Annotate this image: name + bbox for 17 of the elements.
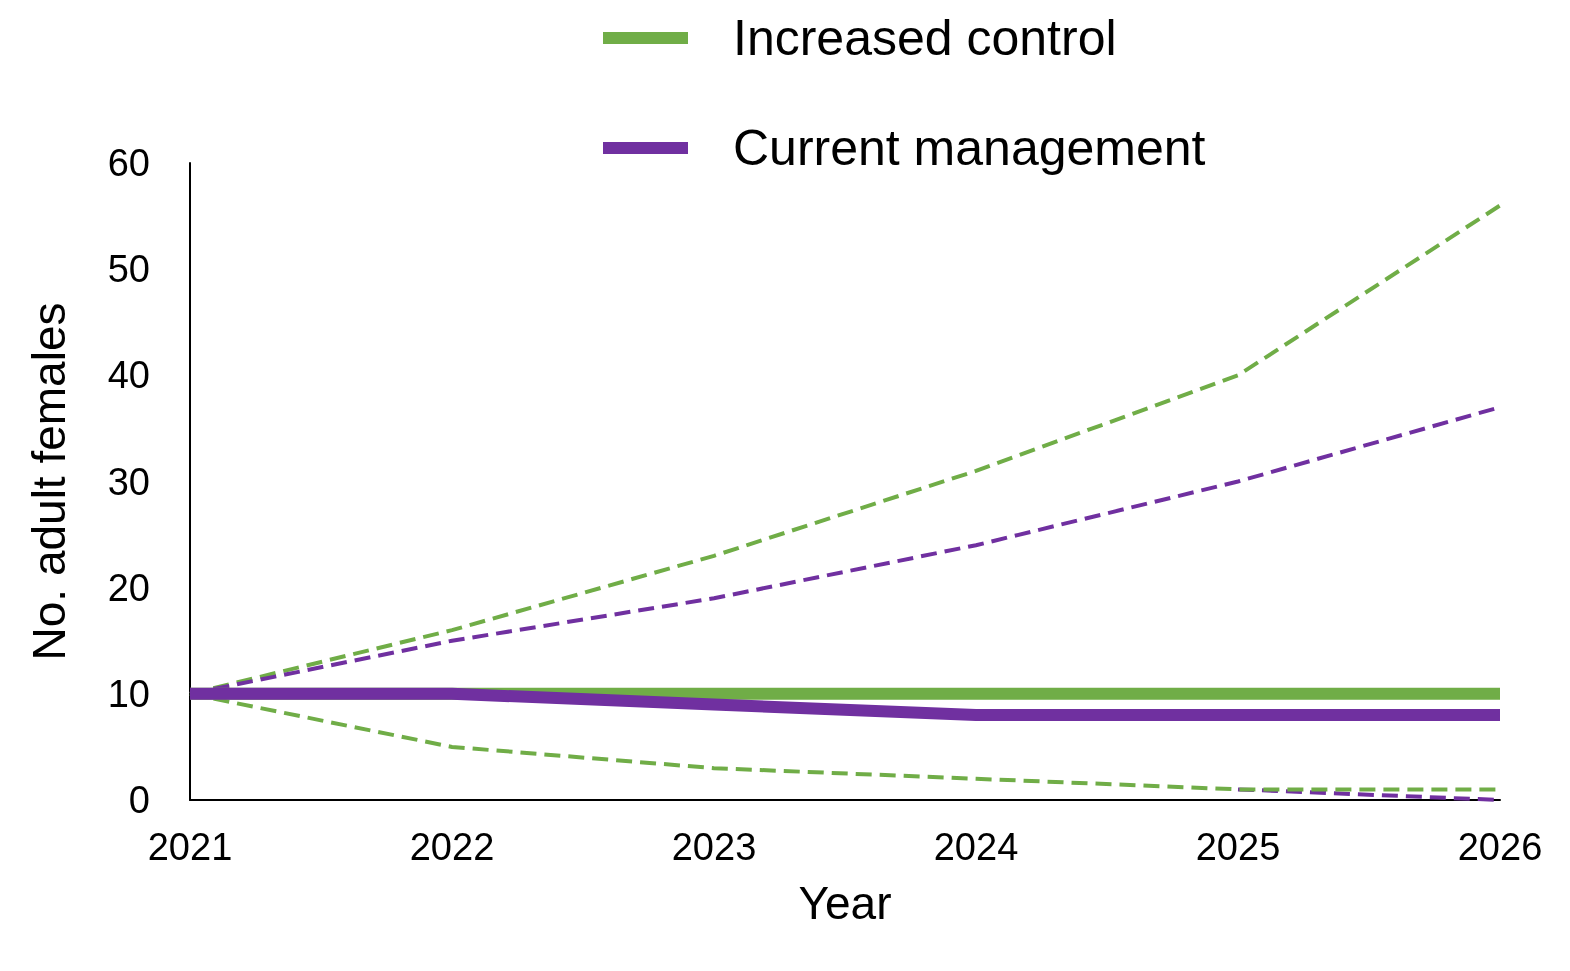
y-tick-label: 60 xyxy=(107,142,150,184)
x-tick-label: 2026 xyxy=(1457,826,1543,868)
y-tick-label: 20 xyxy=(107,566,150,609)
y-axis-title: No. adult females xyxy=(23,302,75,661)
x-tick-label: 2022 xyxy=(409,826,495,868)
x-tick-label: 2023 xyxy=(671,826,757,868)
legend-label: Increased control xyxy=(733,10,1117,66)
legend-label: Current management xyxy=(733,120,1206,176)
y-tick-label: 50 xyxy=(107,248,150,291)
x-tick-label: 2025 xyxy=(1195,826,1281,868)
y-tick-label: 10 xyxy=(107,672,150,715)
y-tick-label: 40 xyxy=(107,354,150,397)
x-tick-label: 2024 xyxy=(933,826,1019,868)
y-tick-label: 0 xyxy=(128,779,150,821)
x-tick-label: 2021 xyxy=(147,826,233,868)
y-tick-label: 30 xyxy=(107,460,150,503)
x-axis-title: Year xyxy=(798,877,892,929)
